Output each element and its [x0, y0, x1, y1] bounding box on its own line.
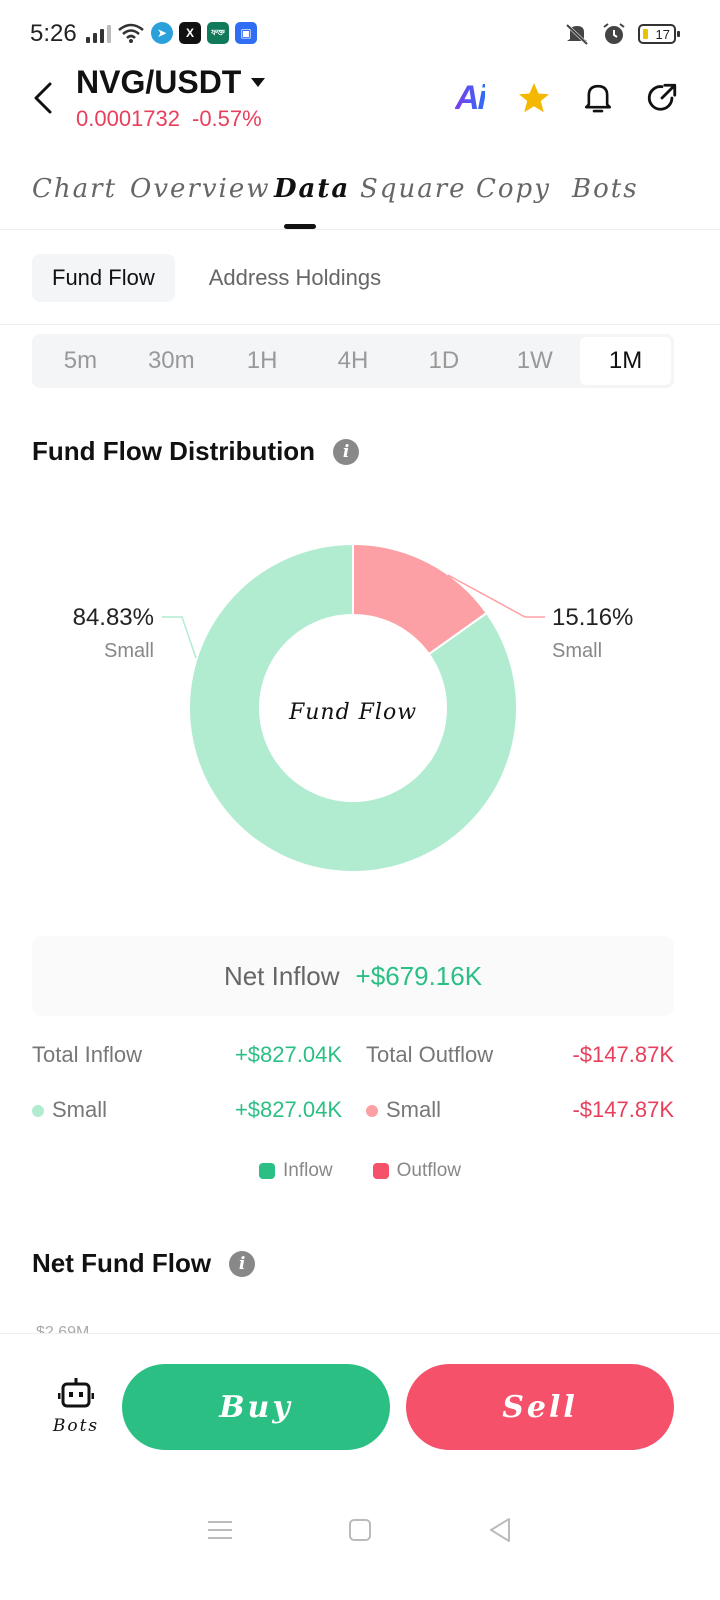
sell-button[interactable]: Sell — [406, 1364, 674, 1450]
favorite-button[interactable] — [516, 78, 552, 118]
small-outflow-label-wrap: Small — [366, 1097, 441, 1123]
legend-outflow-swatch — [372, 1163, 389, 1179]
bots-label: Bots — [52, 1416, 100, 1436]
news-app-icon: ফক্ত — [207, 22, 229, 44]
mute-icon — [565, 23, 589, 46]
telegram-icon: ➤ — [151, 22, 173, 44]
tab-overview[interactable]: Overview — [130, 174, 271, 204]
net-inflow-label: Net Inflow — [223, 960, 340, 991]
period-1m[interactable]: 1M — [580, 337, 672, 385]
outflow-leader-line — [447, 574, 545, 618]
outflow-sub-label: Small — [552, 640, 602, 662]
back-icon[interactable] — [487, 1517, 513, 1543]
caret-down-icon — [251, 78, 266, 87]
status-icons-right: 17 — [564, 22, 680, 46]
legend-outflow: Outflow — [372, 1160, 462, 1182]
price-change: -0.57% — [192, 106, 262, 131]
fund-flow-donut-chart: Fund Flow 84.83% Small 15.16% Small — [73, 542, 633, 873]
period-5m[interactable]: 5m — [63, 347, 98, 374]
net-inflow-value: +$679.16K — [355, 960, 483, 991]
bottom-action-bar: Bots Buy Sell — [0, 1333, 720, 1483]
total-inflow-value: +$827.04K — [234, 1042, 342, 1067]
outflow-dot — [366, 1105, 378, 1117]
period-30m[interactable]: 30m — [147, 347, 195, 374]
total-outflow-row: Total Outflow -$147.87K — [366, 1042, 674, 1068]
alarm-icon — [603, 23, 625, 44]
inflow-leader-line — [162, 616, 197, 659]
tab-square[interactable]: Square — [360, 174, 467, 204]
back-arrow-icon[interactable] — [26, 78, 62, 118]
signal-icon — [86, 23, 111, 43]
star-icon — [519, 83, 549, 113]
last-price: 0.0001732 — [76, 106, 180, 131]
donut-hole — [259, 614, 447, 802]
inflow-dot — [32, 1105, 44, 1117]
menu-icon[interactable] — [207, 1519, 233, 1541]
legend-outflow-label: Outflow — [396, 1160, 462, 1181]
period-1w[interactable]: 1W — [516, 347, 553, 374]
info-icon[interactable]: i — [333, 438, 360, 465]
status-icons-left: ➤ X ফক্ত ▣ — [86, 22, 257, 44]
small-inflow-row: Small +$827.04K — [32, 1097, 342, 1123]
robot-icon — [58, 1378, 94, 1408]
total-outflow-value: -$147.87K — [572, 1042, 674, 1067]
tab-data[interactable]: Data — [274, 174, 351, 204]
subtab-fund-flow[interactable]: Fund Flow — [32, 254, 175, 302]
tab-chart[interactable]: Chart — [32, 174, 118, 204]
tab-copy[interactable]: Copy — [476, 174, 551, 204]
price-line: 0.0001732 -0.57% — [76, 106, 262, 132]
battery-icon: 17 — [638, 24, 680, 44]
inflow-sub-label: Small — [104, 640, 154, 662]
alert-button[interactable] — [580, 78, 616, 118]
shop-app-icon: ▣ — [235, 22, 257, 44]
bots-button[interactable]: Bots — [50, 1376, 102, 1436]
small-outflow-value: -$147.87K — [572, 1097, 674, 1122]
ai-icon: Ai — [455, 78, 487, 117]
inflow-pct-label: 84.83% — [73, 604, 154, 631]
total-inflow-row: Total Inflow +$827.04K — [32, 1042, 342, 1068]
tab-bots[interactable]: Bots — [572, 174, 639, 204]
legend-inflow-swatch — [258, 1163, 275, 1179]
period-1h[interactable]: 1H — [246, 347, 278, 374]
info-icon[interactable]: i — [229, 1250, 256, 1277]
share-icon — [647, 83, 677, 111]
small-outflow-label: Small — [386, 1097, 442, 1122]
distribution-title-row: Fund Flow Distribution i — [32, 436, 360, 467]
net-fund-flow-title-row: Net Fund Flow i — [32, 1248, 256, 1279]
legend-inflow-label: Inflow — [282, 1160, 333, 1181]
period-1d[interactable]: 1D — [428, 347, 460, 374]
x-app-icon: X — [179, 22, 201, 44]
small-inflow-label-wrap: Small — [32, 1097, 107, 1123]
pair-selector[interactable]: NVG/USDT — [76, 64, 266, 101]
divider — [0, 324, 720, 325]
active-tab-indicator — [284, 224, 316, 229]
share-button[interactable] — [644, 78, 680, 118]
net-inflow-box: Net Inflow +$679.16K — [32, 936, 674, 1016]
outflow-pct-label: 15.16% — [552, 604, 633, 631]
wifi-icon — [118, 23, 144, 43]
small-inflow-value: +$827.04K — [234, 1097, 342, 1122]
main-tabs: Chart Overview Data Square Copy Bots — [0, 170, 720, 230]
center-label: Fund Flow — [288, 700, 417, 725]
distribution-title: Fund Flow Distribution — [32, 436, 316, 466]
header-actions: Ai — [452, 78, 680, 118]
system-nav-bar — [0, 1490, 720, 1570]
net-fund-flow-title: Net Fund Flow — [32, 1248, 212, 1278]
pair-name: NVG/USDT — [76, 64, 242, 100]
period-4h[interactable]: 4H — [337, 347, 369, 374]
legend: Inflow Outflow — [0, 1160, 720, 1182]
status-time: 5:26 — [30, 20, 77, 47]
small-outflow-row: Small -$147.87K — [366, 1097, 674, 1123]
sub-tabs: Fund Flow Address Holdings — [32, 254, 401, 302]
ai-button[interactable]: Ai — [452, 78, 488, 118]
total-outflow-label: Total Outflow — [366, 1042, 494, 1067]
home-icon[interactable] — [348, 1518, 372, 1542]
total-inflow-label: Total Inflow — [32, 1042, 143, 1067]
buy-button[interactable]: Buy — [122, 1364, 390, 1450]
bell-icon — [584, 84, 612, 113]
subtab-address-holdings[interactable]: Address Holdings — [208, 265, 382, 290]
period-selector: 5m 30m 1H 4H 1D 1W 1M — [32, 334, 674, 388]
legend-inflow: Inflow — [258, 1160, 333, 1182]
small-inflow-label: Small — [52, 1097, 108, 1122]
